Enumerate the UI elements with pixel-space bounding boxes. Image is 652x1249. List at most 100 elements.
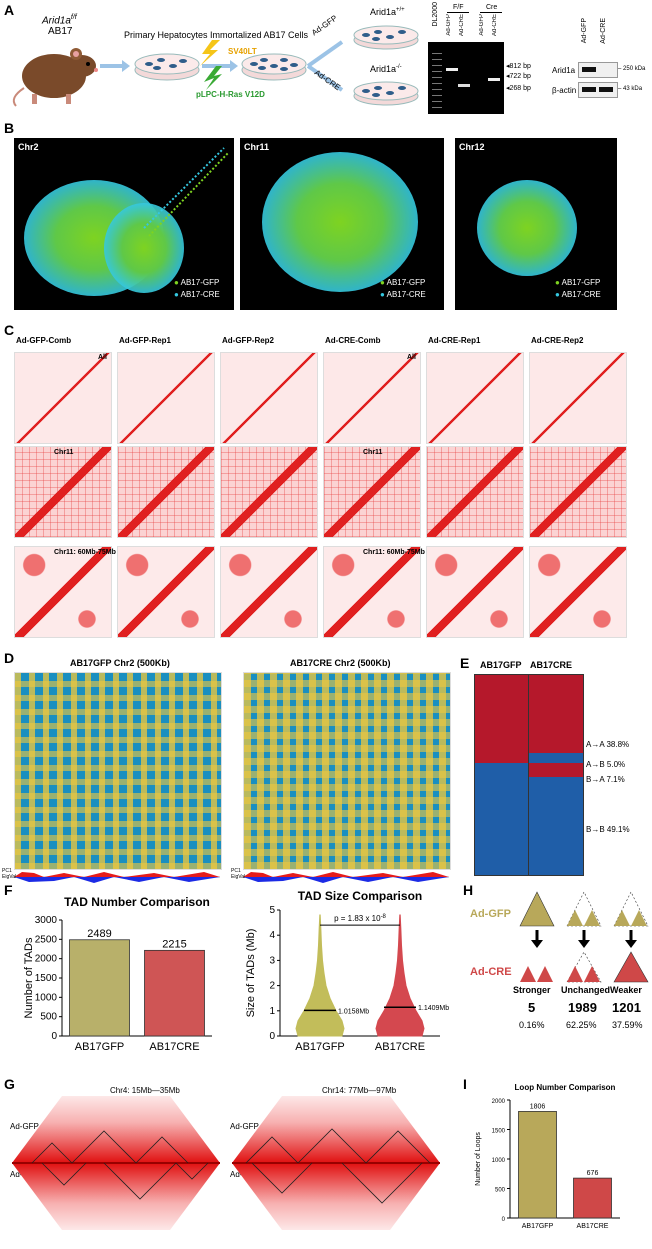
h-cat-stronger: Stronger: [513, 985, 551, 995]
h-row-cre: Ad-CRE: [470, 966, 512, 978]
wb-size-43: – 43 kDa: [618, 86, 643, 92]
hic-matrix: [323, 546, 421, 638]
hic-matrix: [117, 546, 215, 638]
hic-matrix: [426, 352, 524, 444]
gel-lane-1: Ad-GFP: [446, 14, 452, 36]
mouse-strain: AB17: [48, 26, 73, 37]
wb-row-actin: β-actin: [552, 86, 577, 95]
chr12-cloud: [477, 180, 577, 276]
y-tick-label: 0: [269, 1031, 275, 1042]
hic-matrix: [529, 546, 627, 638]
c-row-label: Chr11: [363, 449, 383, 456]
chr12-structure: Chr12 ● AB17-GFP ● AB17-CRE: [455, 138, 617, 310]
y-label-group: Size of TADs (Mb): [245, 929, 257, 1018]
x-tick-label: AB17GFP: [295, 1041, 345, 1053]
wb-size-250: – 250 kDa: [618, 66, 646, 72]
hic-matrix: [426, 546, 524, 638]
compartment-heatmap-gfp: [14, 672, 222, 870]
c-col-title: Ad-GFP-Rep2: [222, 336, 274, 345]
violin: [295, 914, 345, 1037]
wb-row-arid1a: Arid1a: [552, 66, 576, 75]
violin: [375, 914, 425, 1037]
wt-label: Arid1a+/+: [370, 7, 405, 17]
hic-matrix: [117, 352, 215, 444]
tad-change-diagram: [519, 891, 649, 983]
p-value-text: p = 1.83 x 10: [334, 914, 381, 923]
y-tick-label: 3000: [35, 915, 58, 926]
y-tick-label: 2500: [35, 934, 58, 945]
gel-ladder-label: DL2000: [432, 2, 439, 27]
wb-blot-actin: [578, 82, 618, 98]
arrow-icon: [100, 60, 130, 72]
hic-matrix: [426, 446, 524, 538]
pc-label-cre: PC1 EigVal: [231, 868, 246, 880]
hic-matrix: [220, 446, 318, 538]
chr2-title: Chr2: [18, 142, 39, 152]
panel-label-d: D: [4, 650, 15, 666]
data-label: 2215: [162, 938, 186, 950]
chr2-cloud: [24, 147, 230, 296]
y-tick-label: 2000: [492, 1099, 506, 1105]
x-tick-label: AB17CRE: [375, 1041, 425, 1053]
h-count-stronger: 5: [528, 1000, 536, 1015]
ko-label: Arid1a-/-: [370, 64, 402, 74]
h-count-unchanged: 1989: [568, 1000, 597, 1015]
immortalized-label: Immortalized AB17 Cells: [210, 30, 309, 40]
lightning-icon: [200, 40, 222, 90]
hic-matrix: [220, 352, 318, 444]
gel-cre-label: Cre: [486, 4, 498, 11]
chr11-legend-cre: ● AB17-CRE: [380, 290, 426, 299]
bar: [573, 1177, 612, 1219]
c-row-label: Chr11: [54, 449, 74, 456]
branch-arrows: [306, 40, 344, 92]
ras-label: pLPC-H-Ras V12D: [196, 90, 265, 99]
x-tick-label: AB17CRE: [149, 1041, 199, 1053]
y-axis-label: Size of TADs (Mb): [245, 929, 257, 1018]
hic-matrix: [220, 546, 318, 638]
panel-label-b: B: [4, 120, 15, 136]
panel-label-a: A: [4, 2, 15, 18]
y-tick-label: 1000: [35, 992, 58, 1003]
gel-lane-4: Ad-CRE: [492, 14, 498, 37]
e-bar-gfp: [474, 674, 530, 876]
gel-size-268: ◂268 bp: [506, 85, 531, 92]
mouse-icon: [12, 48, 98, 107]
x-tick-label: AB17GFP: [522, 1223, 554, 1230]
h-pct-stronger: 0.16%: [519, 1020, 545, 1030]
wb-lane-1: Ad-GFP: [581, 18, 588, 44]
wb-blot-arid1a: [578, 62, 618, 78]
g-triangle-chr14: [232, 1096, 440, 1230]
h-pct-weaker: 37.59%: [612, 1020, 643, 1030]
gel-image: [428, 42, 504, 114]
gel-size-722: ◂722 bp: [506, 73, 531, 80]
panel-label-i: I: [463, 1076, 467, 1092]
g-title-chr14: Chr14: 77Mb—97Mb: [322, 1086, 397, 1095]
c-col-title: Ad-CRE-Rep1: [428, 336, 481, 345]
d-title-gfp: AB17GFP Chr2 (500Kb): [70, 658, 170, 668]
g-title-chr4: Chr4: 15Mb—35Mb: [110, 1086, 180, 1095]
c-col-title: Ad-CRE-Comb: [325, 336, 381, 345]
sv40-label: SV40LT: [228, 47, 257, 56]
chr11-legend-gfp: ● AB17-GFP: [380, 278, 426, 287]
y-tick-label: 1000: [492, 1158, 506, 1164]
data-label: 1806: [530, 1103, 546, 1110]
dish-icon: [134, 53, 200, 81]
c-col-title: Ad-GFP-Rep1: [119, 336, 171, 345]
chr11-cloud: [262, 152, 418, 292]
tad-number-chart: TAD Number Comparison 0 500 1000 1500 2000 250…: [23, 895, 212, 1053]
y-axis-label: Number of TADs: [23, 937, 35, 1018]
y-tick-label: 0: [51, 1031, 57, 1042]
y-tick-label: 1500: [492, 1129, 506, 1135]
median-label: 1.1409Mb: [418, 1005, 449, 1012]
transition-aa: A→A 38.8%: [586, 740, 630, 749]
c-row-label: All: [407, 354, 416, 361]
y-label-group: Number of TADs: [23, 937, 35, 1018]
chr2-legend-cre: ● AB17-CRE: [174, 290, 220, 299]
gel-size-812: ◂812 bp: [506, 63, 531, 70]
p-value-label: p = 1.83 x 10-8: [334, 914, 386, 923]
dish-icon: [241, 53, 307, 81]
x-tick-label: AB17CRE: [577, 1223, 609, 1230]
y-tick-label: 3: [269, 955, 275, 966]
median-label: 1.0158Mb: [338, 1008, 369, 1015]
